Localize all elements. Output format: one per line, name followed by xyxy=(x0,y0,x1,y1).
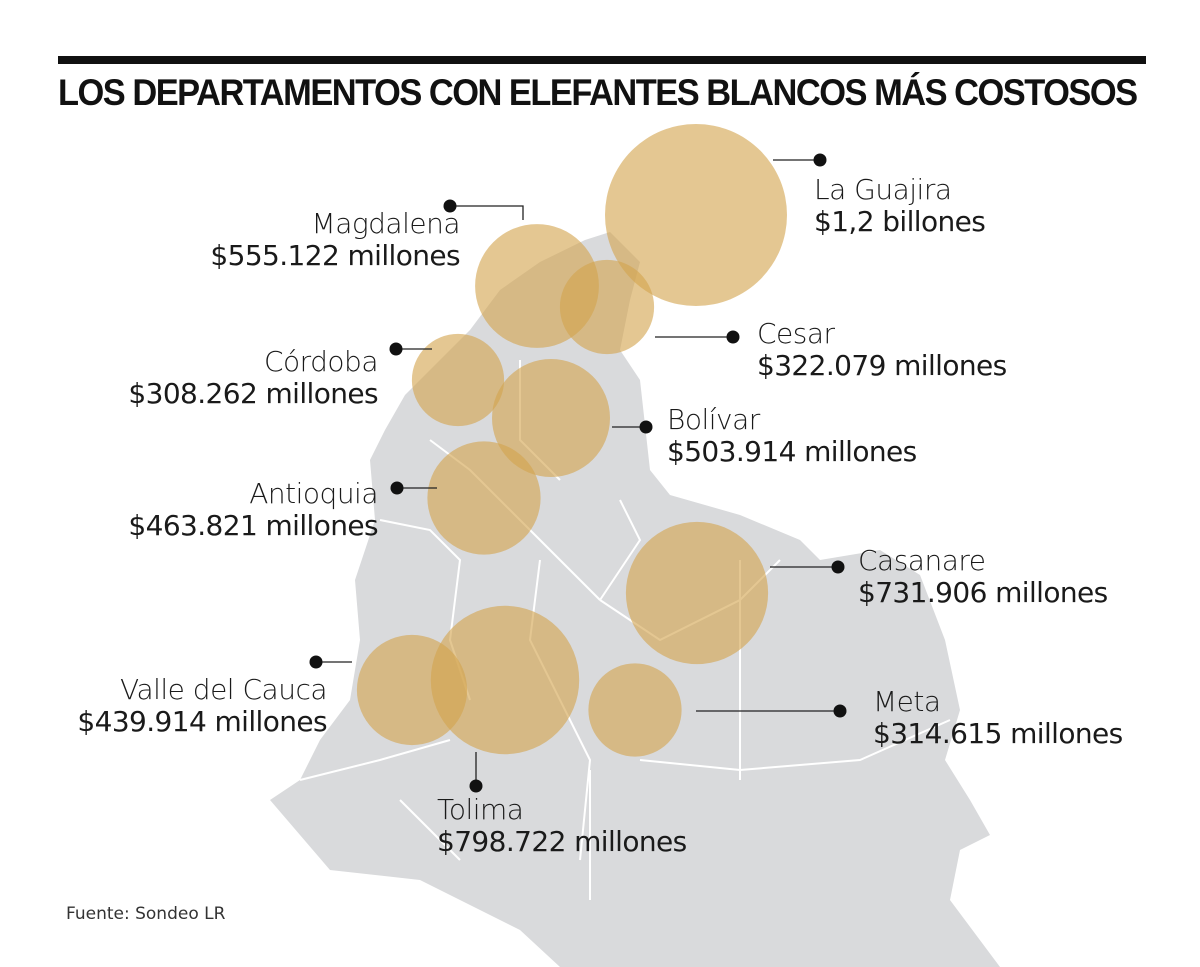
department-cost: $308.262 millones xyxy=(128,377,378,411)
leader-dot-cesar xyxy=(726,330,740,344)
department-name: Tolima xyxy=(437,793,524,826)
department-name: Meta xyxy=(873,685,941,718)
bubble-cordoba xyxy=(411,333,505,427)
department-cost: $439.914 millones xyxy=(77,705,327,739)
leader-dot-valle-del-cauca xyxy=(309,655,323,669)
label-magdalena: Magdalena $555.122 millones xyxy=(210,207,461,273)
leader-lines xyxy=(309,153,847,793)
department-cost: $555.122 millones xyxy=(210,239,460,273)
label-valle-del-cauca: Valle del Cauca $439.914 millones xyxy=(77,673,328,739)
department-cost: $314.615 millones xyxy=(873,717,1123,751)
department-name: Antioquia xyxy=(249,477,378,510)
bubble-bolivar xyxy=(492,359,610,477)
label-la-guajira: La Guajira $1,2 billones xyxy=(814,173,986,239)
label-antioquia: Antioquia $463.821 millones xyxy=(128,477,378,543)
label-casanare: Casanare $731.906 millones xyxy=(858,544,1108,610)
department-cost: $731.906 millones xyxy=(858,576,1108,610)
leader-dot-magdalena xyxy=(443,199,457,213)
label-cordoba: Córdoba $308.262 millones xyxy=(128,345,379,411)
label-meta: Meta $314.615 millones xyxy=(873,685,1123,751)
department-name: Bolívar xyxy=(667,403,760,436)
leader-dot-bolivar xyxy=(639,420,653,434)
department-name: Magdalena xyxy=(311,207,461,240)
bubbles-layer xyxy=(356,124,787,757)
bubble-meta xyxy=(588,663,682,757)
bubble-la-guajira xyxy=(605,124,787,306)
leader-dot-tolima xyxy=(469,779,483,793)
department-name: La Guajira xyxy=(814,173,952,206)
leader-dot-la-guajira xyxy=(813,153,827,167)
bubble-tolima xyxy=(430,605,580,755)
leader-dot-casanare xyxy=(831,560,845,574)
leader-dot-antioquia xyxy=(390,481,404,495)
department-cost: $798.722 millones xyxy=(437,825,687,859)
label-cesar: Cesar $322.079 millones xyxy=(757,317,1007,383)
department-cost: $463.821 millones xyxy=(128,509,378,543)
department-cost: $503.914 millones xyxy=(667,435,917,469)
department-name: Córdoba xyxy=(263,345,379,378)
title-rule xyxy=(58,56,1146,64)
leader-dot-cordoba xyxy=(389,342,403,356)
label-tolima: Tolima $798.722 millones xyxy=(437,793,687,859)
department-name: Cesar xyxy=(757,317,835,350)
department-name: Casanare xyxy=(858,544,986,577)
department-name: Valle del Cauca xyxy=(119,673,328,706)
leader-dot-meta xyxy=(833,704,847,718)
department-cost: $322.079 millones xyxy=(757,349,1007,383)
label-bolivar: Bolívar $503.914 millones xyxy=(667,403,917,469)
bubble-casanare xyxy=(625,521,769,665)
leader-line-magdalena xyxy=(450,205,524,220)
title: LOS DEPARTAMENTOS CON ELEFANTES BLANCOS … xyxy=(58,72,1138,113)
bubble-antioquia xyxy=(427,441,541,555)
bubble-cesar xyxy=(559,259,655,355)
source-note: Fuente: Sondeo LR xyxy=(66,904,226,924)
department-cost: $1,2 billones xyxy=(814,205,986,239)
